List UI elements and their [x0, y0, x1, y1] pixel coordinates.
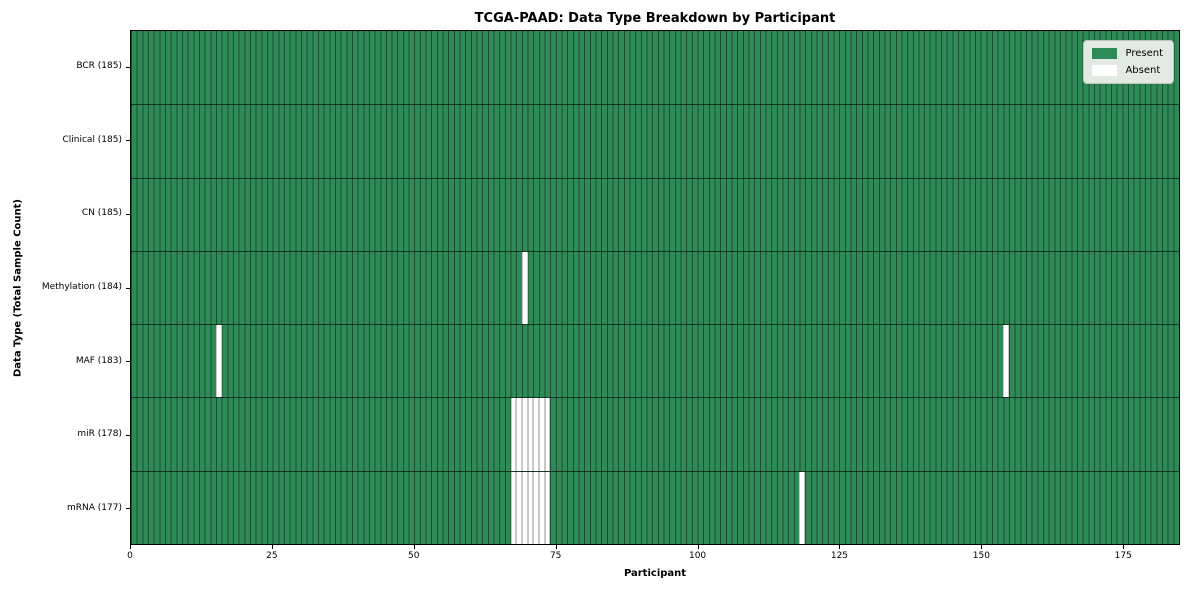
x-tick-mark [271, 545, 273, 549]
heatmap-row-MAF [131, 324, 1179, 398]
chart-title: TCGA-PAAD: Data Type Breakdown by Partic… [474, 11, 836, 26]
heatmap-cell-absent [521, 471, 528, 544]
legend-absent-swatch [1092, 65, 1118, 76]
y-tick-mark [126, 213, 130, 215]
y-tick-label-Clinical: Clinical (185) [62, 134, 122, 145]
heatmap-cell-absent [538, 398, 545, 471]
y-tick-label-BCR: BCR (185) [76, 61, 122, 72]
y-tick-label-mRNA: mRNA (177) [67, 502, 122, 513]
heatmap-row-Methylation [131, 250, 1179, 325]
heatmap-cell-absent [799, 471, 806, 544]
heatmap-row-mRNA [131, 470, 1179, 544]
heatmap-cell-absent [538, 471, 545, 544]
heatmap-row-BCR [131, 31, 1179, 105]
x-tick-mark [981, 545, 983, 549]
x-tick-label: 125 [830, 551, 849, 561]
heatmap-cell-absent [527, 398, 534, 471]
x-tick-mark [839, 545, 841, 549]
x-tick-label: 25 [266, 551, 278, 561]
y-tick-mark [126, 508, 130, 510]
plot-area: Present Absent [130, 30, 1180, 545]
heatmap-cell-absent [510, 398, 517, 471]
heatmap-cell-absent [544, 398, 551, 471]
legend-entry-present: Present [1092, 48, 1163, 59]
heatmap-row-miR [131, 397, 1179, 471]
y-tick-mark [126, 434, 130, 436]
heatmap-cell-absent [533, 398, 539, 471]
x-tick-mark [1123, 545, 1125, 549]
heatmap-cell-absent [533, 471, 539, 544]
heatmap-cell-absent [215, 325, 222, 398]
y-tick-label-CN: CN (185) [81, 208, 122, 219]
x-tick-label: 50 [408, 551, 420, 561]
y-tick-label-Methylation: Methylation (184) [41, 282, 122, 292]
x-tick-label: 175 [1114, 551, 1132, 561]
heatmap-row-Clinical [131, 104, 1179, 178]
heatmap-cell-absent [544, 471, 551, 544]
legend-absent-label: Absent [1125, 65, 1161, 76]
heatmap-cell-absent [516, 471, 522, 544]
heatmap-cell-absent [516, 398, 522, 471]
x-tick-label: 150 [972, 551, 990, 561]
heatmap-cell-absent [521, 398, 528, 471]
x-tick-label: 0 [127, 551, 133, 561]
legend: Present Absent [1083, 40, 1174, 84]
y-tick-mark [126, 287, 130, 289]
y-tick-label-MAF: MAF (183) [75, 355, 122, 366]
y-tick-label-miR: miR (178) [77, 429, 122, 440]
heatmap-cell-absent [1003, 325, 1010, 398]
x-tick-label: 100 [688, 551, 707, 561]
y-tick-mark [126, 361, 130, 363]
heatmap-row-CN [131, 177, 1179, 251]
legend-present-swatch [1092, 48, 1118, 59]
x-tick-mark [555, 545, 557, 549]
x-tick-label: 75 [549, 551, 562, 561]
x-tick-mark [697, 545, 699, 549]
y-tick-mark [126, 140, 130, 142]
x-tick-mark [130, 545, 131, 549]
heatmap-cell-absent [510, 471, 517, 544]
x-axis-label: Participant [623, 568, 687, 579]
legend-present-label: Present [1125, 48, 1163, 59]
heatmap-cell-absent [521, 251, 528, 325]
heatmap-cell-absent [527, 471, 534, 544]
x-tick-mark [413, 545, 415, 549]
y-tick-mark [126, 66, 130, 68]
legend-entry-absent: Absent [1092, 65, 1163, 76]
